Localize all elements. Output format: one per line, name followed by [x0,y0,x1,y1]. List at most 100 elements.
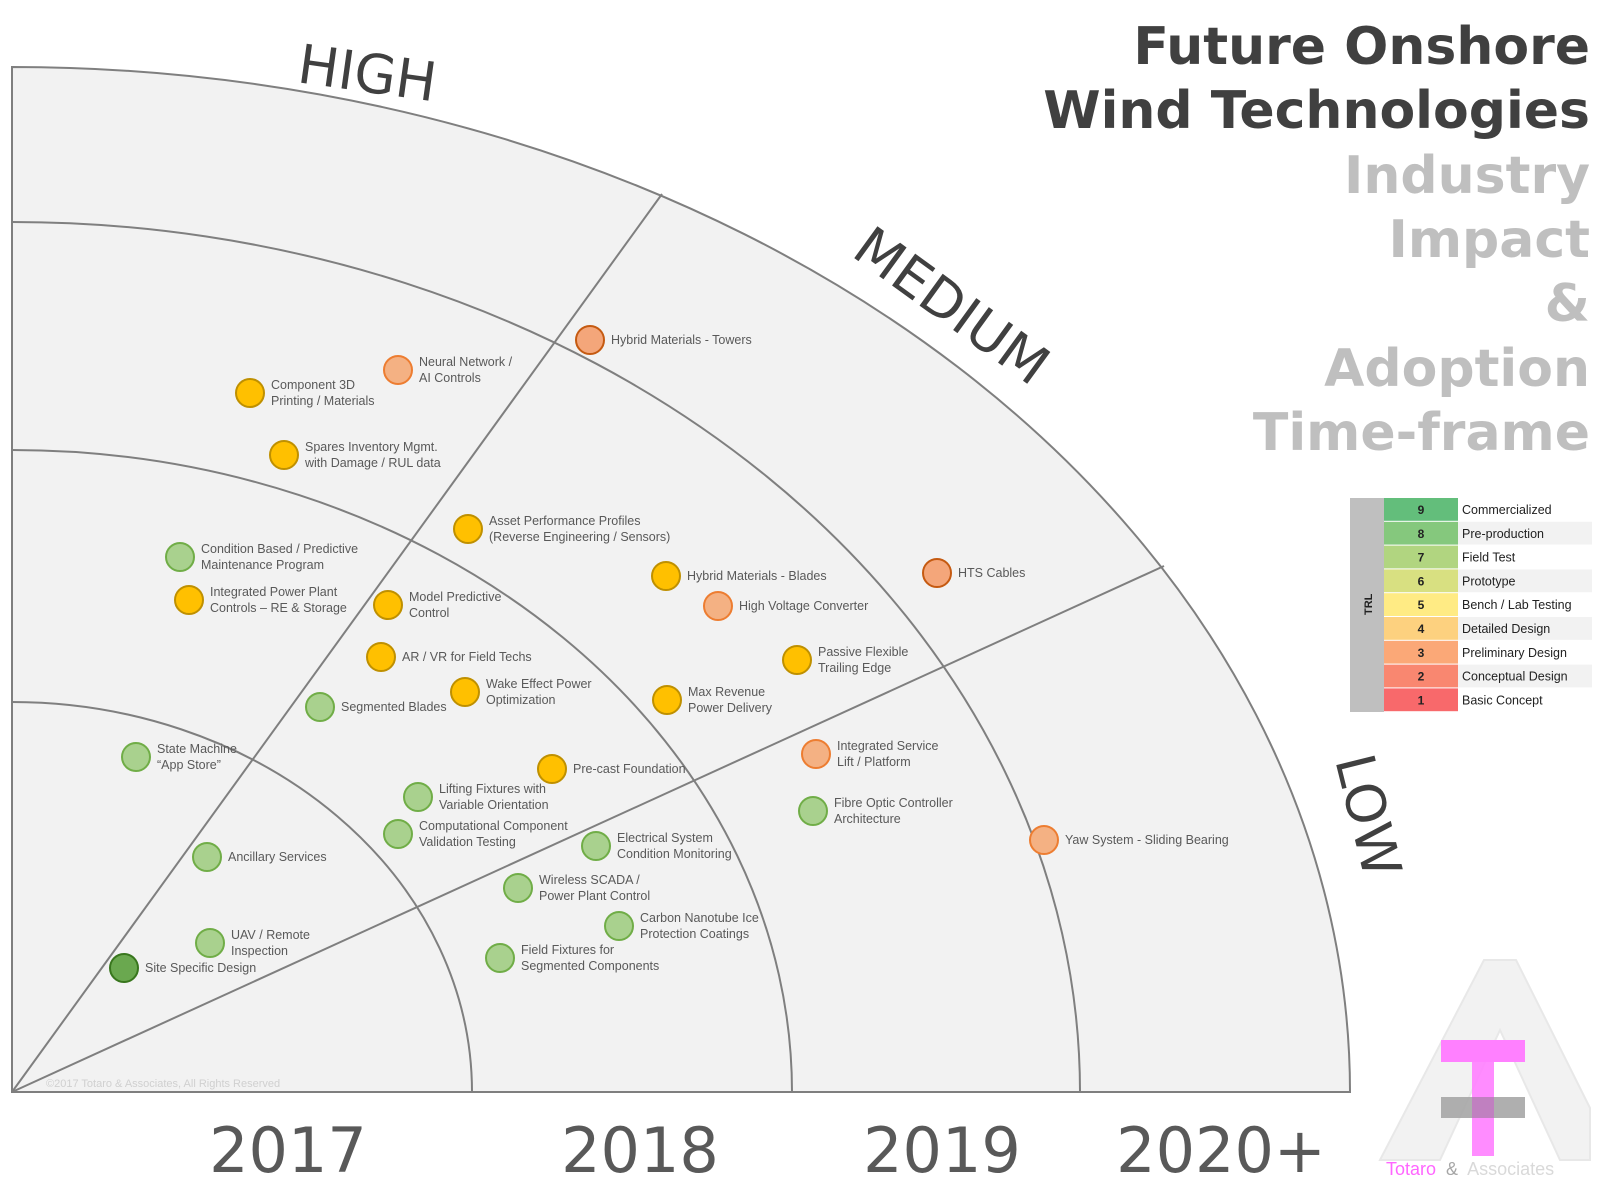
technology-label: with Damage / RUL data [304,456,441,470]
trl-color-swatch [1384,569,1458,593]
technology-item: Condition Based / Predictive Maintenance … [165,542,358,572]
technology-label: HTS Cables [958,566,1025,580]
technology-item: HTS Cables [922,558,1025,588]
technology-marker [366,642,396,672]
technology-label: Integrated Power Plant [210,585,338,599]
technology-marker [403,782,433,812]
title-line-1: Future Onshore [1133,17,1590,77]
logo-wordmark: Totaro & Associates [1386,1159,1554,1179]
trl-color-swatch [1384,545,1458,569]
technology-marker [703,591,733,621]
technology-marker [801,739,831,769]
technology-label: High Voltage Converter [739,599,868,613]
trl-level-label: Field Test [1462,551,1516,565]
technology-label: Condition Monitoring [617,847,732,861]
technology-marker [192,842,222,872]
trl-side-label: TRL [1363,593,1375,615]
technology-item: Integrated Power Plant Controls – RE & St… [174,585,347,615]
technology-label: Model Predictive [409,590,501,604]
technology-markers: Hybrid Materials - Towers Neural Network … [109,325,1229,983]
technology-marker [537,754,567,784]
technology-label: Maintenance Program [201,558,324,572]
technology-label: Wake Effect Power [486,677,592,691]
trl-row-7: 7 Field Test [1384,545,1592,569]
technology-marker [235,378,265,408]
technology-label: Component 3D [271,378,355,392]
trl-level-label: Basic Concept [1462,693,1543,707]
technology-label: Field Fixtures for [521,943,614,957]
trl-level-label: Bench / Lab Testing [1462,598,1572,612]
trl-row-2: 2 Conceptual Design [1384,664,1592,688]
technology-label: Printing / Materials [271,394,375,408]
year-label-2017: 2017 [209,1114,367,1187]
logo-word-associates: Associates [1467,1159,1554,1179]
technology-label: Hybrid Materials - Towers [611,333,752,347]
band-label-low: LOW [1322,748,1413,884]
technology-marker [503,873,533,903]
trl-color-swatch [1384,498,1458,521]
logo-word-totaro: Totaro [1386,1159,1436,1179]
technology-label: Control [409,606,449,620]
trl-level-label: Preliminary Design [1462,646,1567,660]
technology-item: Integrated Service Lift / Platform [801,739,938,769]
divider-high-medium [11,193,663,1093]
year-label-2020plus: 2020+ [1116,1114,1326,1187]
trl-row-6: 6 Prototype [1384,569,1592,593]
technology-item: Carbon Nanotube Ice Protection Coatings [604,911,759,941]
technology-marker [383,355,413,385]
trl-level-label: Detailed Design [1462,622,1550,636]
technology-marker [269,440,299,470]
technology-item: Wake Effect Power Optimization [450,677,592,707]
technology-item: Electrical System Condition Monitoring [581,831,732,861]
technology-label: Condition Based / Predictive [201,542,358,556]
technology-label: Lift / Platform [837,755,911,769]
ring-2019 [11,221,1081,1093]
subtitle-line-4: Adoption [1324,339,1590,399]
trl-label-cell [1458,640,1592,664]
technology-item: UAV / Remote Inspection [195,928,310,958]
technology-marker [195,928,225,958]
technology-item: Hybrid Materials - Blades [651,561,827,591]
technology-item: Fibre Optic Controller Architecture [798,796,953,826]
technology-label: Variable Orientation [439,798,549,812]
technology-label: Architecture [834,812,901,826]
technology-item: Max Revenue Power Delivery [652,685,773,715]
title-line-2: Wind Technologies [1043,81,1590,141]
technology-label: Passive Flexible [818,645,908,659]
trl-color-swatch [1384,617,1458,640]
technology-marker [453,514,483,544]
subtitle-line-3: & [1545,274,1590,334]
technology-item: Spares Inventory Mgmt. with Damage / RUL … [269,440,441,470]
technology-label: Lifting Fixtures with [439,782,546,796]
technology-label: AR / VR for Field Techs [402,650,532,664]
technology-marker [450,677,480,707]
radar-background [11,65,1352,1093]
technology-label: Integrated Service [837,739,938,753]
trl-label-cell [1458,688,1592,712]
technology-label: Segmented Components [521,959,659,973]
year-label-2018: 2018 [561,1114,719,1187]
technology-label: Power Delivery [688,701,773,715]
trl-row-9: 9 Commercialized [1384,498,1592,521]
divider-medium-low [11,565,1165,1093]
technology-label: Spares Inventory Mgmt. [305,440,438,454]
ring-2018 [11,449,793,1093]
year-label-2019: 2019 [863,1114,1021,1187]
trl-level-label: Prototype [1462,574,1516,588]
trl-level-number: 7 [1418,551,1425,565]
trl-level-number: 6 [1418,574,1425,588]
technology-item: AR / VR for Field Techs [366,642,532,672]
trl-color-swatch [1384,688,1458,712]
technology-label: Site Specific Design [145,961,256,975]
technology-marker [652,685,682,715]
trl-level-number: 8 [1418,527,1425,541]
trl-level-number: 1 [1418,693,1425,707]
technology-item: Ancillary Services [192,842,327,872]
technology-marker [575,325,605,355]
trl-side-bar [1350,498,1384,712]
technology-item: Field Fixtures for Segmented Components [485,943,659,973]
technology-item: Neural Network / AI Controls [383,355,513,385]
logo-ampersand: & [1446,1159,1458,1179]
technology-label: Protection Coatings [640,927,749,941]
trl-label-cell [1458,617,1592,640]
